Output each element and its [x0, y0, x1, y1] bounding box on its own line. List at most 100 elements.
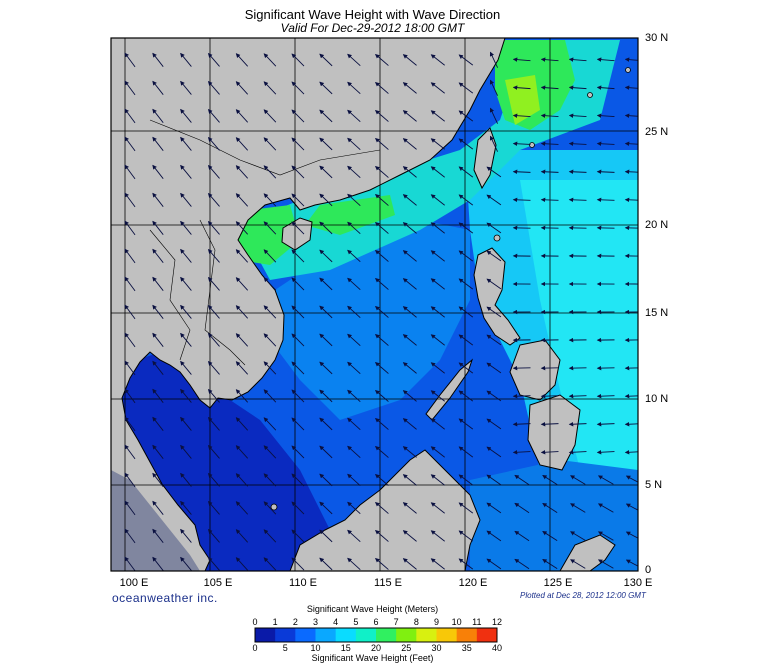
direction-arrow	[596, 85, 615, 90]
direction-arrow	[291, 221, 305, 235]
legend-feet-tick: 35	[461, 643, 472, 653]
direction-arrow	[180, 136, 192, 151]
direction-arrow	[347, 417, 361, 431]
direction-arrow	[542, 475, 558, 485]
direction-arrow	[458, 362, 474, 374]
direction-arrow	[263, 165, 277, 179]
direction-arrow	[263, 473, 277, 487]
direction-arrow	[347, 305, 361, 319]
direction-arrow	[291, 249, 305, 263]
wave-direction-arrows	[124, 51, 638, 571]
direction-arrow	[542, 531, 558, 541]
direction-arrow	[207, 444, 220, 459]
direction-arrow	[235, 165, 249, 179]
direction-arrow	[291, 137, 305, 151]
direction-arrow	[430, 278, 445, 290]
legend-meter-tick: 5	[353, 617, 359, 627]
direction-arrow	[542, 559, 558, 569]
direction-arrow	[319, 417, 333, 431]
direction-arrow	[570, 475, 586, 485]
direction-arrow	[291, 53, 305, 67]
direction-arrow	[430, 362, 445, 374]
direction-arrow	[235, 333, 249, 347]
direction-arrow	[124, 556, 136, 571]
direction-arrow	[263, 81, 277, 95]
direction-arrow	[430, 222, 445, 234]
direction-arrow	[207, 416, 220, 431]
map-frame	[110, 37, 639, 572]
direction-arrow	[402, 278, 417, 290]
direction-arrow	[624, 57, 638, 62]
direction-arrow	[458, 390, 474, 402]
lat-label-10n: 10 N	[645, 393, 669, 405]
direction-arrow	[207, 52, 220, 67]
direction-arrow	[402, 502, 417, 514]
direction-arrow	[375, 53, 389, 66]
direction-arrow	[486, 558, 502, 570]
legend-swatch	[376, 628, 397, 642]
legend-swatch	[456, 628, 478, 642]
direction-arrow	[458, 250, 474, 262]
direction-arrow	[347, 277, 361, 291]
direction-arrow	[597, 559, 614, 569]
legend-meter-tick: 8	[413, 617, 419, 627]
direction-arrow	[514, 474, 530, 486]
island-batan	[493, 234, 501, 242]
direction-arrow	[207, 388, 220, 403]
direction-arrow	[152, 472, 164, 487]
direction-arrow	[402, 530, 417, 542]
direction-arrow	[402, 306, 417, 318]
palawan-island	[425, 358, 474, 421]
direction-arrow	[319, 109, 333, 123]
legend-feet-tick: 0	[252, 643, 258, 653]
direction-arrow	[596, 197, 615, 203]
direction-arrow	[402, 334, 417, 346]
direction-arrow	[319, 333, 333, 347]
direction-arrow	[625, 559, 638, 567]
direction-arrow	[207, 80, 220, 95]
direction-arrow	[597, 475, 614, 485]
direction-arrow	[152, 192, 164, 207]
direction-arrow	[319, 165, 333, 179]
direction-arrow	[152, 248, 164, 263]
direction-arrow	[512, 450, 531, 455]
map-title: Significant Wave Height with Wave Direct…	[244, 7, 501, 22]
direction-arrow	[180, 304, 192, 319]
direction-arrow	[235, 557, 249, 571]
direction-arrow	[347, 221, 361, 235]
direction-arrow	[430, 502, 445, 514]
direction-arrow	[124, 388, 136, 404]
direction-arrow	[375, 501, 389, 514]
lon-label-125e: 125 E	[543, 577, 573, 589]
direction-arrow	[263, 501, 277, 515]
direction-arrow	[624, 169, 638, 175]
direction-arrow	[263, 529, 277, 543]
direction-arrow	[430, 194, 445, 206]
direction-arrow	[152, 108, 164, 123]
border-lines-north	[149, 119, 381, 176]
direction-arrow	[375, 417, 389, 430]
direction-arrow	[152, 276, 164, 291]
direction-arrow	[624, 393, 638, 399]
direction-arrow	[375, 361, 389, 374]
direction-arrow	[486, 390, 502, 402]
direction-arrow	[570, 559, 586, 569]
direction-arrow	[207, 500, 220, 515]
lat-label-0: 0	[645, 564, 652, 576]
direction-arrow	[319, 81, 333, 95]
direction-arrow	[207, 528, 220, 543]
direction-arrow	[124, 304, 136, 320]
legend-meter-tick: 3	[312, 617, 318, 627]
direction-arrow	[347, 473, 361, 487]
direction-arrow	[568, 450, 587, 455]
direction-arrow	[319, 193, 333, 207]
direction-arrow	[375, 473, 389, 486]
legend-meter-tick: 1	[272, 617, 278, 627]
direction-arrow	[458, 110, 474, 122]
legend-feet-tick: 5	[282, 643, 288, 653]
direction-arrow	[514, 530, 530, 542]
direction-arrow	[263, 333, 277, 347]
legend-feet-tick: 30	[431, 643, 442, 653]
direction-arrow	[512, 85, 531, 90]
direction-arrow	[347, 81, 361, 95]
